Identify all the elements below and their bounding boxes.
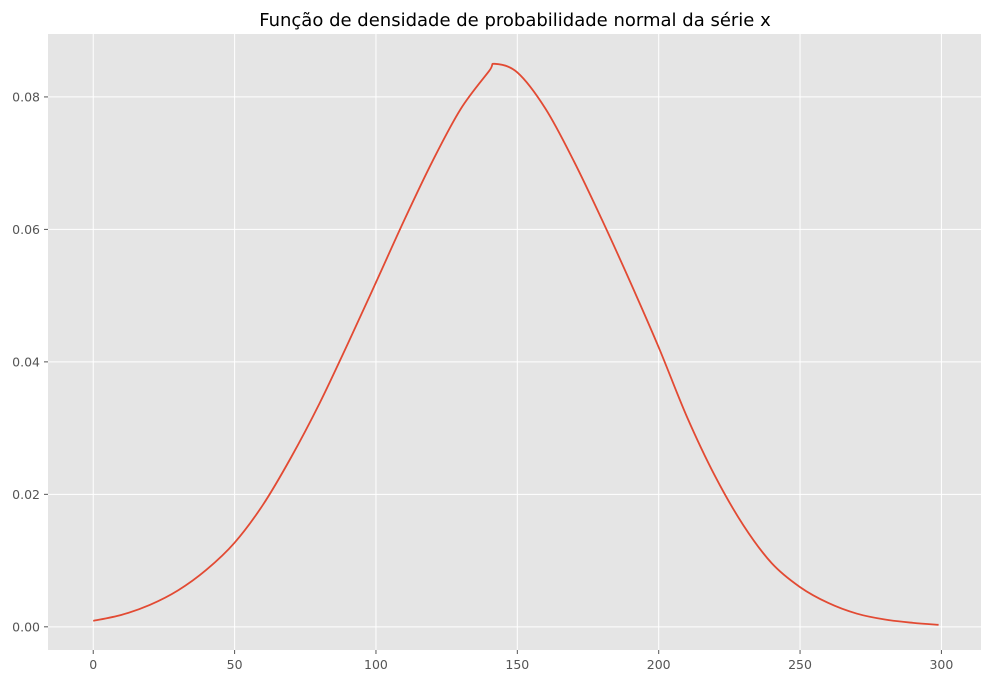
y-tick-label: 0.06 bbox=[12, 222, 40, 237]
y-tick-label: 0.08 bbox=[12, 89, 40, 104]
x-tick-label: 300 bbox=[929, 657, 953, 672]
y-axis: 0.00 0.02 0.04 0.06 0.08 bbox=[12, 89, 48, 634]
x-tick-label: 150 bbox=[505, 657, 529, 672]
x-tick-label: 50 bbox=[227, 657, 243, 672]
series-layer bbox=[93, 62, 939, 626]
x-tick-label: 250 bbox=[788, 657, 812, 672]
x-tick-label: 0 bbox=[89, 657, 97, 672]
grid-lines bbox=[48, 34, 981, 650]
x-axis: 0 50 100 150 200 250 300 bbox=[89, 650, 953, 672]
chart-title: Função de densidade de probabilidade nor… bbox=[259, 10, 771, 31]
y-tick-label: 0.00 bbox=[12, 619, 40, 634]
plot-area bbox=[48, 34, 981, 650]
y-tick-label: 0.04 bbox=[12, 354, 40, 369]
density-curve-line bbox=[93, 62, 939, 626]
x-tick-label: 100 bbox=[364, 657, 388, 672]
y-tick-label: 0.02 bbox=[12, 487, 40, 502]
x-tick-label: 200 bbox=[647, 657, 671, 672]
